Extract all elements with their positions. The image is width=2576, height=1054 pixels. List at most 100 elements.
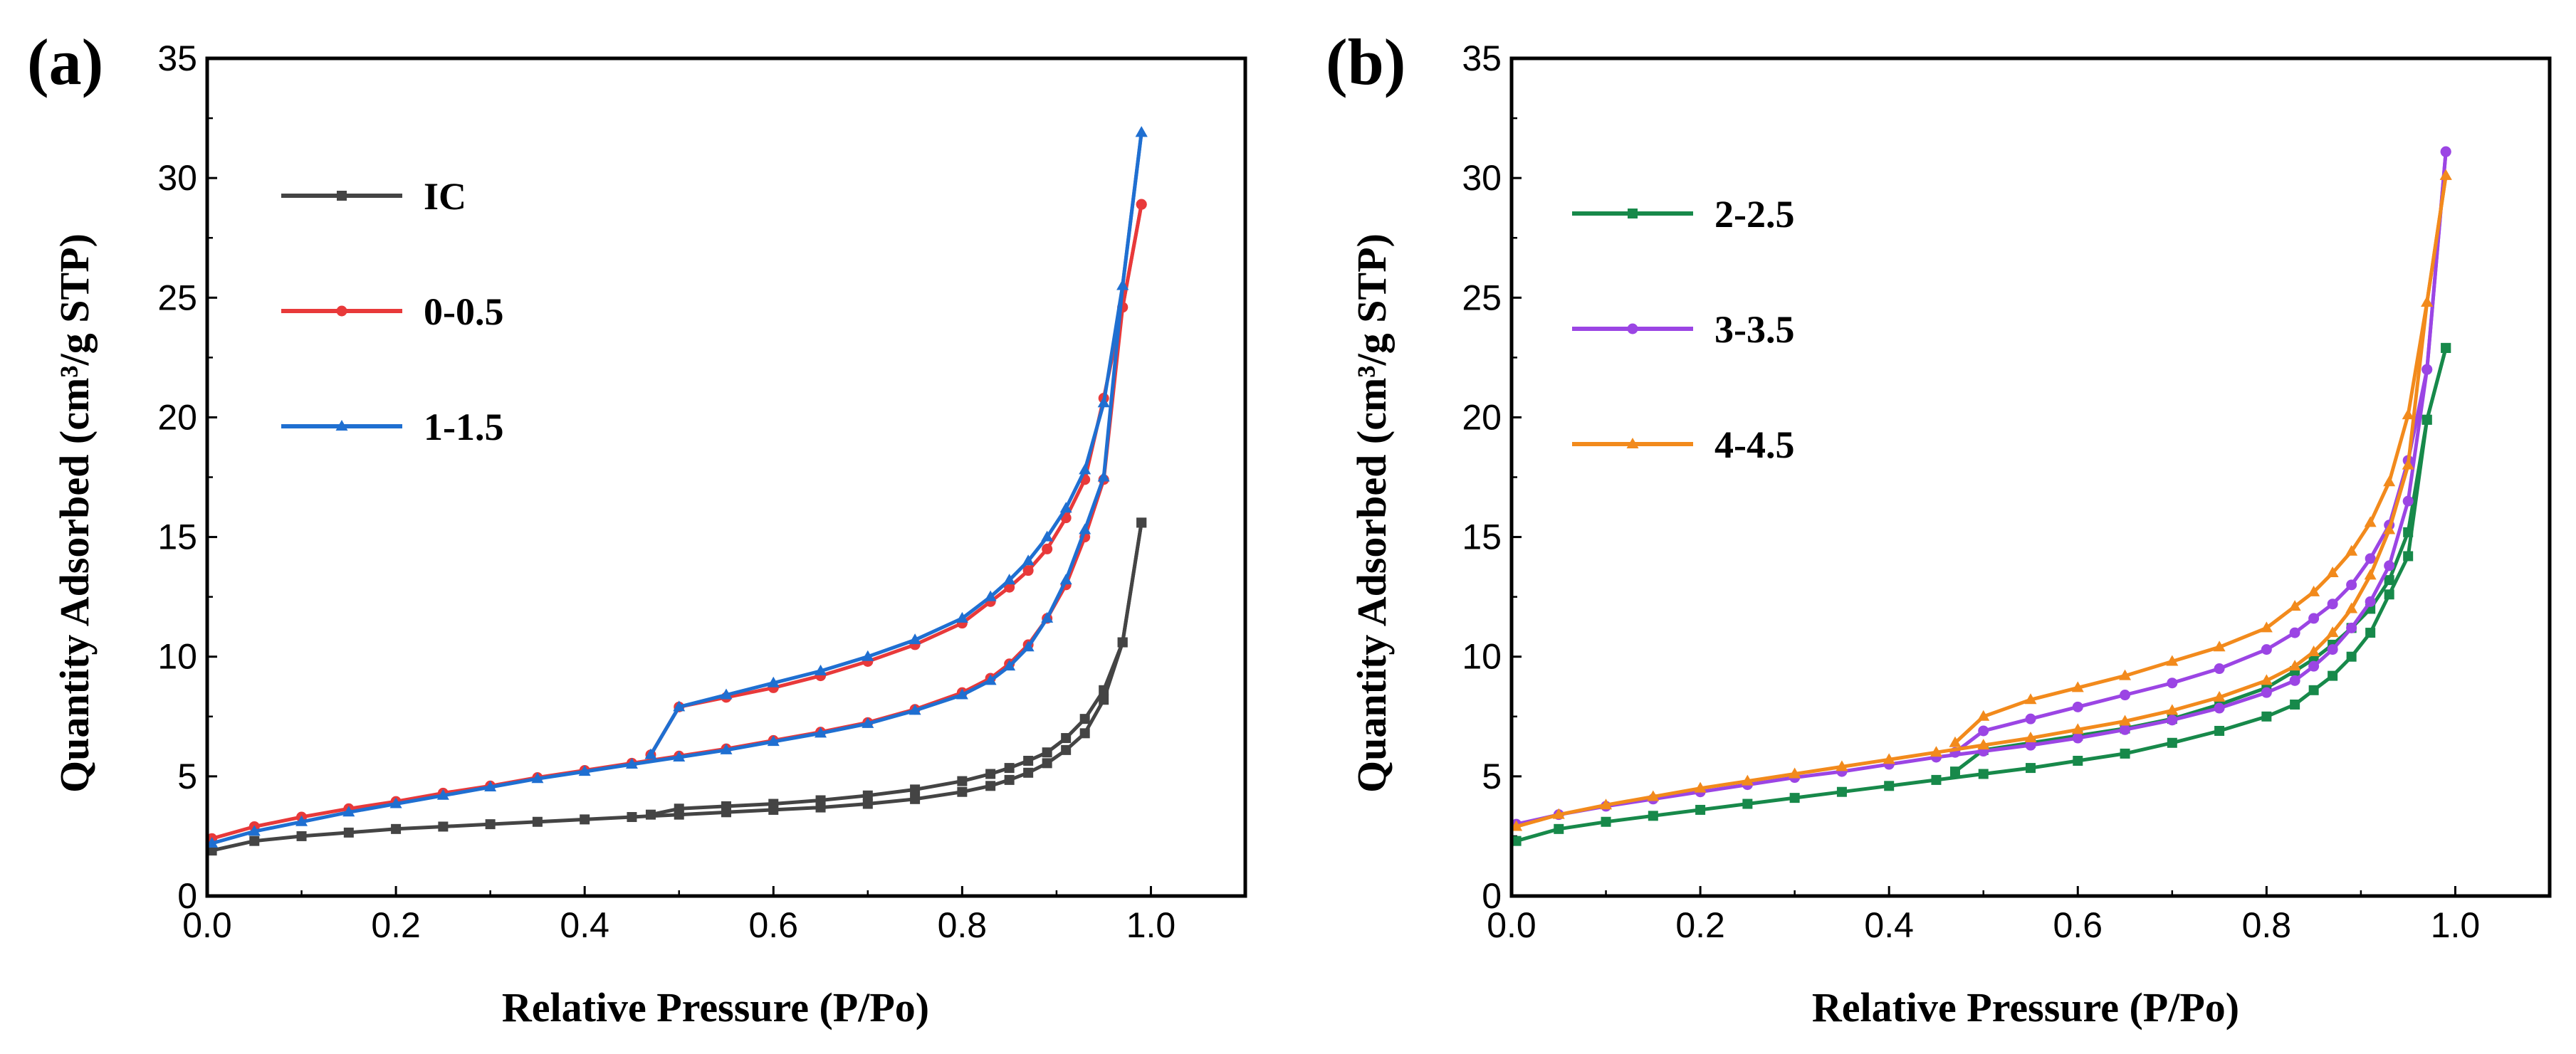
data-point — [1061, 733, 1072, 744]
legend-marker — [1627, 323, 1638, 334]
data-point — [2383, 523, 2396, 534]
y-tick-label: 5 — [1482, 757, 1502, 796]
data-point — [1600, 799, 1613, 810]
data-point — [484, 780, 497, 791]
y-tick-label: 20 — [1462, 397, 1502, 437]
data-point — [1099, 695, 1109, 705]
ticks-b: 0.0 0.2 0.4 0.6 0.8 1.0 0 5 10 15 20 25 30 35 — [1462, 38, 2480, 945]
ticks-a: 0.0 0.2 0.4 0.6 0.8 1.0 0 5 10 15 20 25 30 35 — [157, 38, 1176, 945]
data-point — [342, 806, 355, 817]
data-point — [2365, 553, 2376, 564]
data-point — [2167, 678, 2178, 689]
panel-label-b: (b) — [1326, 26, 1405, 98]
data-point — [1042, 543, 1053, 554]
series-line-adsorption — [1516, 151, 2448, 826]
data-point — [2120, 724, 2131, 735]
data-point — [2402, 458, 2414, 470]
data-point — [578, 765, 591, 776]
data-point — [2346, 651, 2357, 662]
data-point — [2288, 600, 2301, 611]
data-point — [2308, 645, 2320, 656]
data-point — [1511, 836, 1522, 846]
x-tick-label: 0.0 — [1487, 905, 1536, 945]
data-point — [2214, 725, 2225, 736]
data-point — [2364, 569, 2377, 580]
data-point — [1978, 769, 1989, 779]
data-point — [2308, 613, 2320, 624]
data-point — [1003, 660, 1016, 671]
data-point — [985, 781, 996, 791]
data-point — [2441, 342, 2451, 353]
data-point — [2213, 690, 2226, 702]
data-point — [1694, 781, 1707, 793]
y-tick-label: 30 — [157, 158, 197, 198]
data-point — [627, 812, 637, 823]
data-point — [2384, 575, 2394, 586]
data-point — [2120, 690, 2131, 701]
data-point — [673, 700, 686, 712]
data-point — [645, 809, 656, 820]
legend-label: 4-4.5 — [1714, 423, 1794, 466]
series-line-adsorption — [1515, 175, 2448, 828]
x-tick-label: 0.4 — [1864, 905, 1914, 945]
y-tick-label: 20 — [157, 397, 197, 437]
data-point — [625, 758, 638, 769]
data-point — [1003, 574, 1016, 585]
x-tick-label: 0.6 — [2053, 905, 2103, 945]
data-point — [1978, 725, 1989, 737]
data-point — [206, 845, 217, 856]
data-point — [815, 664, 827, 675]
y-tick-label: 5 — [177, 757, 197, 796]
legend-label: 0-0.5 — [424, 290, 503, 333]
x-tick-label: 1.0 — [1126, 905, 1176, 945]
data-point — [1117, 637, 1128, 648]
data-point — [1097, 470, 1110, 482]
data-point — [644, 748, 657, 759]
data-point — [2214, 663, 2225, 675]
data-point — [531, 772, 544, 784]
series-0-0.5 — [206, 199, 1147, 844]
data-point — [2289, 627, 2300, 638]
legend-marker — [1626, 438, 1639, 448]
panel-a: (a) Relative Pressure (P/Po) Quantity Ad… — [27, 26, 1247, 1031]
data-point — [2026, 763, 2036, 774]
data-point — [2213, 641, 2226, 652]
legend-label: 1-1.5 — [424, 406, 503, 448]
legend-a: IC 0-0.5 1-1.5 — [281, 175, 503, 448]
x-tick-label: 1.0 — [2431, 905, 2481, 945]
series-3-3.5 — [1511, 146, 2451, 830]
data-point — [2167, 737, 2177, 748]
y-tick-label: 35 — [1462, 38, 1502, 78]
data-point — [2072, 701, 2083, 712]
data-point — [1949, 736, 1962, 747]
data-point — [1022, 554, 1035, 566]
data-point — [2403, 551, 2414, 562]
series-line-adsorption — [211, 132, 1143, 845]
data-point — [957, 786, 968, 797]
data-point — [2421, 414, 2432, 425]
data-point — [1059, 574, 1072, 585]
data-point — [343, 827, 354, 838]
data-point — [1041, 530, 1054, 542]
data-point — [2166, 704, 2179, 715]
data-point — [1883, 753, 1895, 764]
data-point — [2440, 146, 2451, 157]
series-line-adsorption — [211, 204, 1143, 840]
data-point — [2119, 669, 2132, 680]
data-point — [2025, 739, 2036, 751]
data-point — [815, 795, 826, 806]
data-point — [985, 769, 996, 779]
data-point — [1136, 199, 1147, 210]
y-tick-label: 35 — [157, 38, 197, 78]
data-point — [2120, 748, 2130, 759]
data-point — [862, 650, 874, 661]
data-point — [1789, 793, 1800, 803]
series-line-desorption — [1954, 175, 2448, 744]
data-point — [910, 794, 921, 804]
series-IC — [206, 517, 1147, 856]
data-point — [984, 590, 997, 601]
data-point — [2345, 544, 2358, 556]
data-point — [1977, 739, 1990, 750]
data-point — [2072, 732, 2083, 744]
data-point — [1022, 641, 1035, 652]
